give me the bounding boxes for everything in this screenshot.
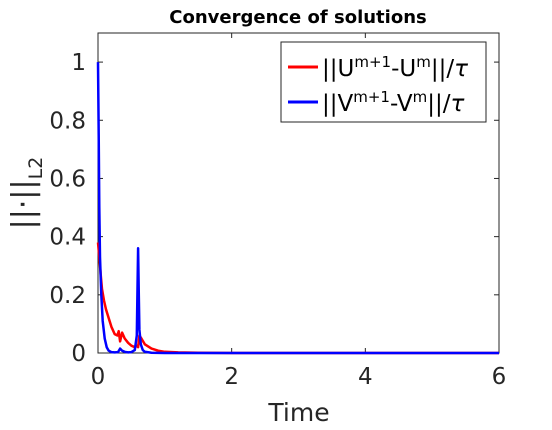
x-tick-label: 6	[492, 364, 507, 390]
x-axis-ticks: 0 2 4 6	[91, 33, 507, 390]
legend: ||Um+1-Um||/τ ||Vm+1-Vm||/τ	[280, 41, 487, 123]
y-tick-label: 0.2	[49, 283, 86, 309]
y-axis-label-subscript: L2	[25, 157, 47, 180]
y-tick-label: 0.8	[49, 108, 86, 134]
y-tick-label: 0.4	[49, 225, 86, 251]
y-axis-ticks: 0 0.2 0.4 0.6 0.8 1	[49, 50, 499, 367]
x-tick-label: 2	[224, 364, 239, 390]
y-axis-label-main: ||·||	[6, 179, 41, 229]
series-line-v	[96, 62, 499, 355]
x-tick-label: 0	[91, 364, 106, 390]
legend-entry-v: ||Vm+1-Vm||/τ	[322, 88, 465, 117]
x-tick-label: 4	[358, 364, 373, 390]
x-axis-label: Time	[267, 398, 329, 427]
series-layer	[96, 62, 499, 355]
chart-title: Convergence of solutions	[169, 7, 426, 28]
y-tick-label: 1	[71, 50, 86, 76]
legend-box	[280, 41, 487, 123]
legend-entry-u: ||Um+1-Um||/τ	[322, 53, 468, 82]
y-axis-label: ||·||L2	[6, 157, 47, 230]
y-tick-label: 0	[71, 341, 86, 367]
y-tick-label: 0.6	[49, 166, 86, 192]
